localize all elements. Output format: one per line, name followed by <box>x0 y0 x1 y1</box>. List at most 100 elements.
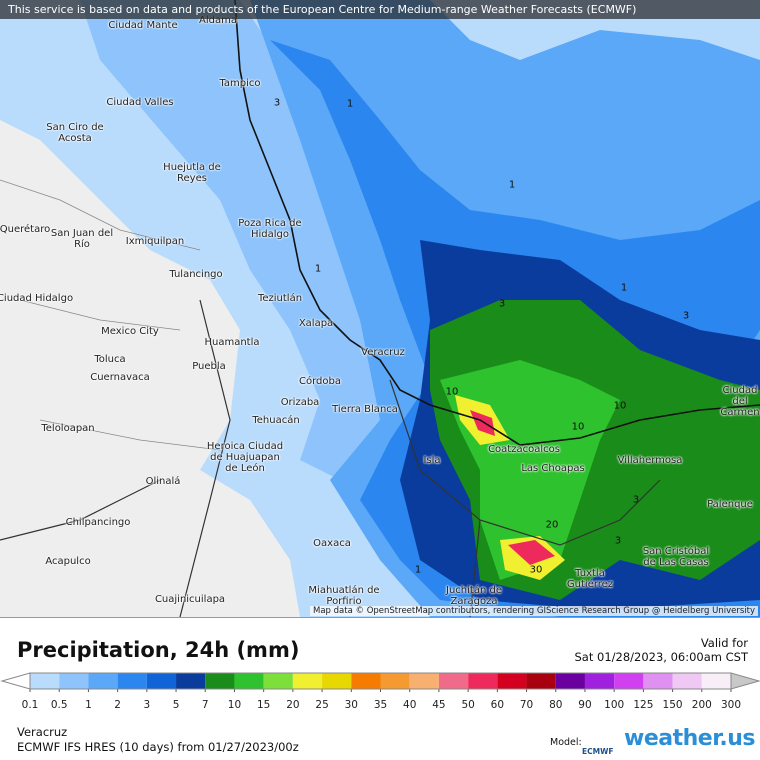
contour-label: 20 <box>545 519 559 531</box>
colorbar-tick-label: 10 <box>227 699 242 711</box>
map: Ciudad Mante Aldama Tampico Ciudad Valles Sa… <box>0 0 760 617</box>
colorbar-tick-label: 0.5 <box>50 699 68 711</box>
colorbar-swatch <box>146 673 177 689</box>
colorbar-swatch <box>380 673 410 689</box>
colorbar-swatch <box>205 673 235 689</box>
colorbar-tick-label: 35 <box>373 699 388 711</box>
contour-label: 10 <box>445 386 459 398</box>
colorbar-swatch <box>59 673 89 689</box>
municipal-borders <box>0 179 221 451</box>
colorbar-tick-label: 125 <box>633 699 654 711</box>
colorbar-swatch <box>468 673 498 689</box>
place-label: Veracruz <box>361 347 405 358</box>
contour-label: 3 <box>614 535 622 547</box>
place-label: Tierra Blanca <box>332 404 398 415</box>
place-label: Toluca <box>94 354 126 365</box>
state-borders <box>0 299 661 617</box>
colorbar-tick-label: 70 <box>519 699 534 711</box>
place-label: Palenque <box>707 499 753 510</box>
colorbar-swatch <box>263 673 293 689</box>
place-label: Miahuatlán de Porfirio <box>308 585 380 607</box>
place-label: Coatzacoalcos <box>488 444 560 455</box>
place-label: San Juan del Río <box>50 228 114 250</box>
place-label: Tuxtla Gutiérrez <box>566 568 614 590</box>
place-label: Poza Rica de Hidalgo <box>238 218 302 240</box>
colorbar-swatch <box>497 673 527 689</box>
colorbar-tick-label: 300 <box>720 699 742 711</box>
colorbar-tick-label: 15 <box>256 699 271 711</box>
contour-label: 3 <box>682 310 690 322</box>
precip-pale <box>80 0 390 480</box>
place-label: Ciudad del Carmen <box>720 385 760 418</box>
colorbar-swatch <box>643 673 673 689</box>
contour-label: 1 <box>314 263 322 275</box>
colorbar-tick-label: 5 <box>172 699 180 711</box>
place-label: Huejutla de Reyes <box>163 162 221 184</box>
colorbar-tick-label: 3 <box>143 699 151 711</box>
map-canvas <box>0 0 760 617</box>
legend-panel: Precipitation, 24h (mm) Valid for Sat 01… <box>0 617 760 760</box>
place-label: Heroica Ciudad de Huajuapan de León <box>206 441 284 474</box>
place-label: Xalapa <box>298 318 334 329</box>
brand: weather.us <box>624 726 756 751</box>
place-label: Cuajinicuilapa <box>154 594 226 605</box>
colorbar-swatch <box>30 673 60 689</box>
place-label: Ciudad Hidalgo <box>0 293 74 304</box>
colorbar-tick-label: 90 <box>578 699 592 711</box>
location: Veracruz <box>17 725 68 739</box>
place-label: Tampico <box>219 78 261 89</box>
colorbar-tick-label: 100 <box>604 699 625 711</box>
place-label: Chilpancingo <box>65 517 131 528</box>
colorbar-swatch <box>672 673 702 689</box>
place-label: Cuernavaca <box>90 372 150 383</box>
colorbar-swatch <box>322 673 352 689</box>
attribution: Map data © OpenStreetMap contributors, r… <box>310 606 758 616</box>
colorbar-swatch <box>614 673 644 689</box>
place-label: Juchitán de Zaragoza <box>446 585 502 607</box>
contour-label: 3 <box>632 494 640 506</box>
colorbar-tick-label: 45 <box>432 699 446 711</box>
legend-title: Precipitation, 24h (mm) <box>17 638 300 662</box>
colorbar-tick-label: 1 <box>85 699 92 711</box>
colorbar-tick-label: 150 <box>662 699 683 711</box>
colorbar-tick-label: 2 <box>114 699 121 711</box>
colorbar-swatch <box>526 673 556 689</box>
colorbar-frame <box>29 672 732 690</box>
place-label: San Ciro de Acosta <box>46 122 104 144</box>
model-logo: ECMWF <box>582 747 614 756</box>
colorbar-tick-label: 200 <box>691 699 712 711</box>
place-label: Mexico City <box>101 326 159 337</box>
notice: This service is based on data and produc… <box>0 0 760 19</box>
colorbar-swatch <box>88 673 118 689</box>
place-label: Las Choapas <box>521 463 585 474</box>
valid-label: Valid for <box>700 636 748 650</box>
precip-red <box>470 410 495 436</box>
contour-label: 1 <box>508 179 516 191</box>
colorbar-tick-label: 25 <box>315 699 329 711</box>
place-label: Acapulco <box>45 556 91 567</box>
colorbar-swatch <box>438 673 469 689</box>
colorbar-tick-label: 0.1 <box>21 699 39 711</box>
contour-label: 1 <box>346 98 354 110</box>
place-label: Oaxaca <box>313 538 351 549</box>
colorbar-tick-label: 7 <box>201 699 209 711</box>
colorbar-tick-label: 20 <box>286 699 300 711</box>
place-label: Querétaro <box>0 224 51 235</box>
place-label: Tulancingo <box>169 269 223 280</box>
contour-label: 10 <box>613 400 627 412</box>
colorbar-tick-label: 80 <box>549 699 563 711</box>
colorbar-arrow-low <box>0 672 31 690</box>
coastline <box>234 0 760 446</box>
place-label: San Cristóbal de Las Casas <box>642 546 710 568</box>
precip-red-south <box>508 540 555 565</box>
contour-label: 3 <box>273 97 281 109</box>
place-label: Huamantla <box>204 337 260 348</box>
colorbar-tick-label: 50 <box>461 699 475 711</box>
colorbar-swatch <box>409 673 439 689</box>
valid-time: Sat 01/28/2023, 06:00am CST <box>574 650 748 664</box>
colorbar <box>0 672 760 692</box>
place-label: Córdoba <box>299 376 341 387</box>
place-label: Teloloapan <box>41 423 95 434</box>
colorbar-swatch <box>584 673 615 689</box>
